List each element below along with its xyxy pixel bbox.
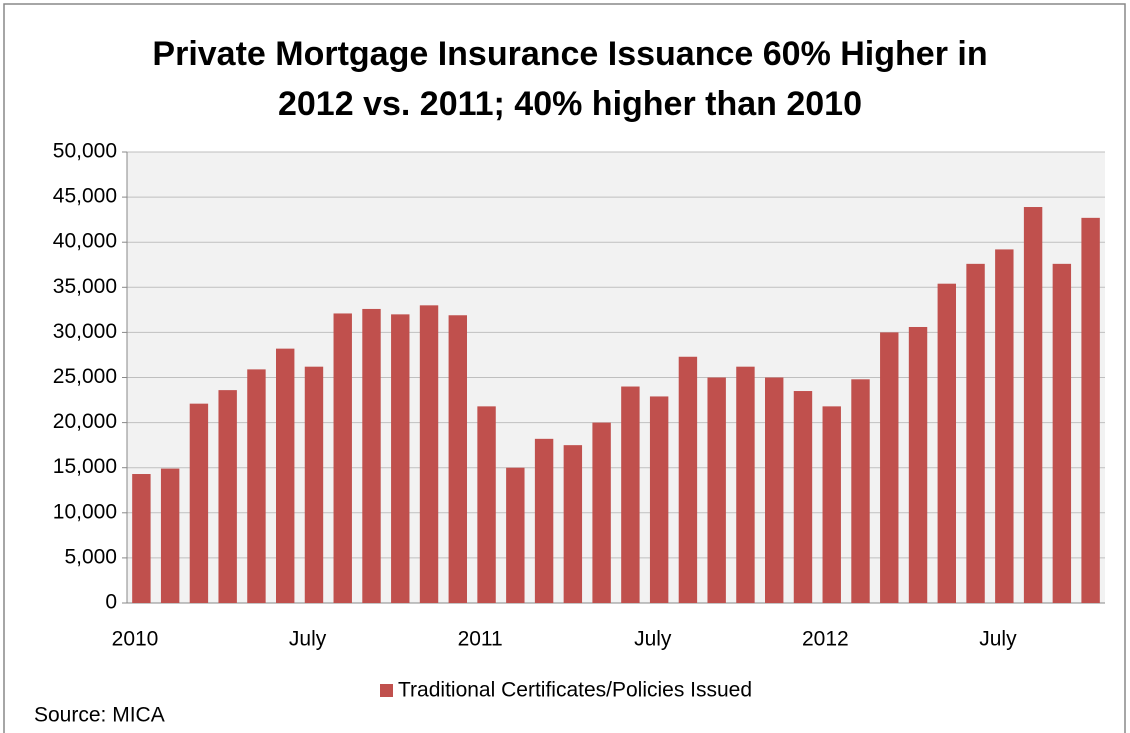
x-tick-label: 2011 — [458, 628, 503, 651]
bar — [707, 377, 726, 603]
x-tick-label: July — [634, 628, 672, 651]
chart-title: Private Mortgage Insurance Issuance 60% … — [152, 35, 987, 73]
y-tick-label: 45,000 — [53, 185, 117, 208]
bar — [937, 283, 956, 603]
legend-swatch — [380, 684, 393, 697]
bar — [1023, 207, 1043, 603]
bar — [276, 348, 295, 603]
bar — [563, 445, 583, 603]
bar — [506, 467, 525, 603]
y-tick-label: 25,000 — [53, 365, 117, 388]
bar — [247, 369, 266, 603]
bar — [793, 391, 813, 603]
bar — [448, 315, 467, 603]
x-tick-label: July — [979, 628, 1017, 651]
y-tick-label: 50,000 — [53, 140, 117, 163]
bar — [851, 379, 870, 603]
bar — [333, 313, 352, 603]
bar — [649, 396, 669, 603]
chart-title: 2012 vs. 2011; 40% higher than 2010 — [278, 85, 862, 123]
bar — [218, 390, 237, 603]
bar — [534, 438, 554, 603]
bar — [419, 305, 439, 603]
legend-label: Traditional Certificates/Policies Issued — [398, 679, 752, 702]
x-tick-label: 2012 — [802, 628, 849, 651]
y-tick-label: 0 — [105, 591, 117, 614]
bar — [1081, 217, 1100, 603]
y-tick-label: 30,000 — [53, 320, 117, 343]
bar — [592, 422, 611, 603]
bar — [477, 406, 496, 603]
bar — [621, 386, 640, 603]
bar — [362, 308, 381, 603]
bar — [160, 468, 180, 603]
bar — [391, 314, 410, 603]
y-tick-label: 10,000 — [53, 500, 117, 523]
bar — [995, 249, 1014, 603]
bar — [966, 263, 985, 603]
source-note: Source: MICA — [34, 704, 165, 727]
bar — [1052, 263, 1072, 603]
x-tick-label: July — [289, 628, 327, 651]
y-tick-label: 35,000 — [53, 275, 117, 298]
bar — [765, 377, 784, 603]
bar — [189, 403, 209, 603]
bar — [132, 474, 151, 603]
bar — [880, 332, 899, 603]
y-tick-label: 20,000 — [53, 410, 117, 433]
bar — [822, 406, 841, 603]
bar — [304, 366, 324, 603]
x-tick-label: 2010 — [112, 628, 159, 651]
bar — [908, 326, 928, 603]
bar — [678, 356, 698, 603]
bar — [736, 366, 755, 603]
y-tick-label: 5,000 — [64, 545, 117, 568]
y-tick-label: 15,000 — [53, 455, 117, 478]
y-tick-label: 40,000 — [53, 230, 117, 253]
